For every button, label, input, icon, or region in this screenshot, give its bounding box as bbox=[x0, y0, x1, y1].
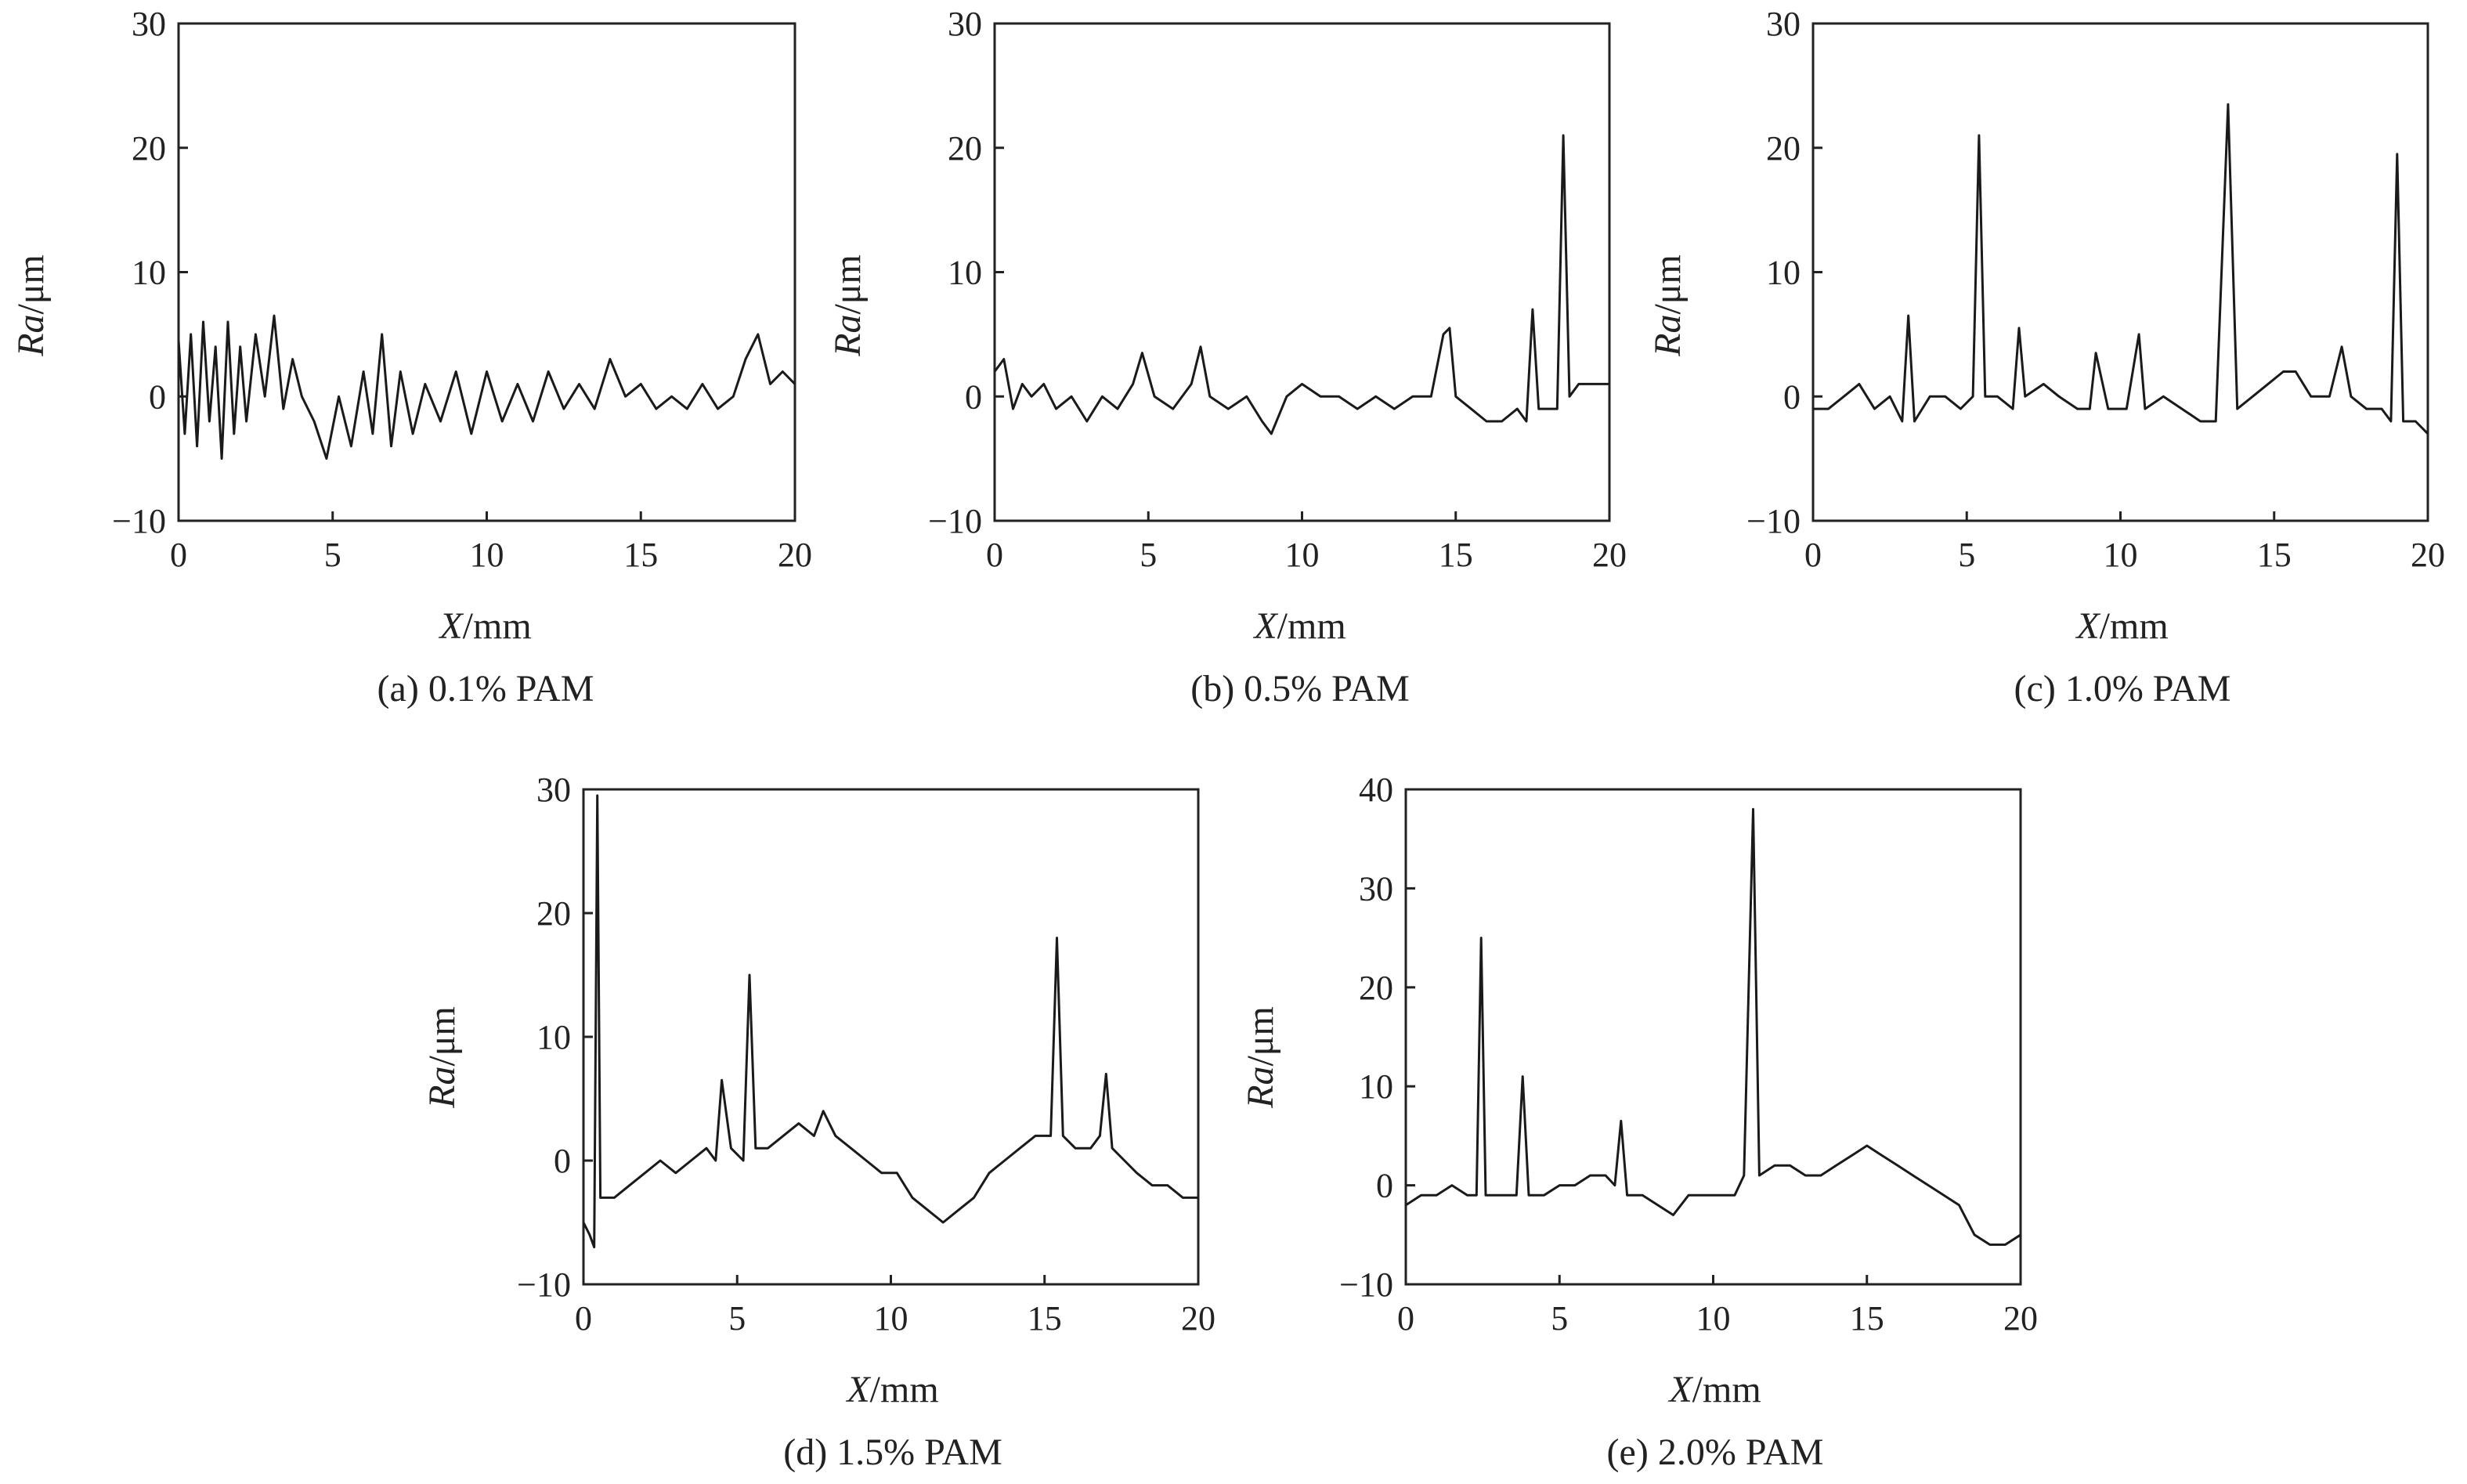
panel-d-ytick-label: 0 bbox=[554, 1142, 571, 1180]
panel-c-ytick-label: −10 bbox=[1746, 502, 1801, 540]
panel-c-xtick-label: 15 bbox=[2257, 536, 2292, 574]
panel-a-ytick-label: 0 bbox=[149, 377, 166, 416]
panel-a-xtick-label: 10 bbox=[470, 536, 504, 574]
panel-d-xlabel: X/mm bbox=[845, 1369, 938, 1410]
panel-b-ylabel: Ra/μm bbox=[827, 255, 869, 357]
panel-b-series-line bbox=[995, 134, 1609, 435]
panel-d-xtick-label: 15 bbox=[1028, 1299, 1062, 1338]
panel-d-ylabel: Ra/μm bbox=[421, 1006, 463, 1109]
panel-b-ytick-label: 30 bbox=[948, 5, 982, 43]
panel-e-ytick-label: 20 bbox=[1359, 969, 1393, 1007]
panel-a-xlabel: X/mm bbox=[438, 605, 531, 647]
panel-b-xtick-label: 15 bbox=[1439, 536, 1473, 574]
panel-e-series-line bbox=[1406, 807, 2021, 1246]
panel-e-ytick-label: 10 bbox=[1359, 1067, 1393, 1106]
panel-a-caption: (a) 0.1% PAM bbox=[377, 668, 594, 710]
panel-a-xtick-label: 15 bbox=[623, 536, 658, 574]
panel-b-ytick-label: 0 bbox=[965, 377, 982, 416]
panel-c-ylabel: Ra/μm bbox=[1647, 255, 1689, 357]
panel-e-ytick-label: 30 bbox=[1359, 869, 1393, 908]
panel-e-frame bbox=[1404, 788, 2022, 1286]
panel-d-ytick-label: 20 bbox=[536, 894, 571, 933]
panel-e-ytick-label: −10 bbox=[1339, 1266, 1393, 1304]
panel-e-ylabel: Ra/μm bbox=[1240, 1006, 1281, 1109]
panel-a-xtick-label: 20 bbox=[778, 536, 812, 574]
panel-b-ytick-label: 20 bbox=[948, 129, 982, 168]
panel-b-xtick-label: 0 bbox=[986, 536, 1003, 574]
panel-c-frame bbox=[1811, 22, 2429, 522]
panel-c-xlabel: X/mm bbox=[2075, 605, 2168, 647]
panel-e-ytick-label: 40 bbox=[1359, 771, 1393, 809]
panel-c-series-line bbox=[1813, 103, 2428, 435]
panel-a-frame bbox=[177, 22, 796, 522]
panel-c-ytick-label: 30 bbox=[1766, 5, 1801, 43]
panel-d-ytick-label: −10 bbox=[517, 1266, 571, 1304]
panel-b-ytick-label: 10 bbox=[948, 254, 982, 292]
panel-e-caption: (e) 2.0% PAM bbox=[1607, 1432, 1824, 1473]
panel-b-xtick-label: 5 bbox=[1140, 536, 1157, 574]
panel-d-xtick-label: 0 bbox=[575, 1299, 592, 1338]
panel-c-xtick-label: 10 bbox=[2104, 536, 2138, 574]
panel-e-ytick-label: 0 bbox=[1376, 1167, 1393, 1205]
panel-c-ytick-label: 20 bbox=[1766, 129, 1801, 168]
panel-b-xtick-label: 20 bbox=[1592, 536, 1627, 574]
panel-e-xtick-label: 10 bbox=[1696, 1299, 1731, 1338]
panel-c-xtick-label: 0 bbox=[1804, 536, 1822, 574]
panel-b-xlabel: X/mm bbox=[1252, 605, 1345, 647]
panel-a-xtick-label: 0 bbox=[170, 536, 187, 574]
panel-b-caption: (b) 0.5% PAM bbox=[1190, 668, 1410, 710]
panel-e-xtick-label: 20 bbox=[2003, 1299, 2038, 1338]
panel-c-caption: (c) 1.0% PAM bbox=[2014, 668, 2231, 710]
panel-a-series-line bbox=[179, 314, 795, 460]
panel-e-xtick-label: 5 bbox=[1551, 1299, 1568, 1338]
panel-b-ytick-label: −10 bbox=[928, 502, 982, 540]
panel-a-ylabel: Ra/μm bbox=[10, 255, 52, 357]
panel-c-xtick-label: 5 bbox=[1958, 536, 1975, 574]
panel-d-ytick-label: 10 bbox=[536, 1018, 571, 1056]
panel-c-xtick-label: 20 bbox=[2411, 536, 2445, 574]
panel-d-xtick-label: 5 bbox=[728, 1299, 746, 1338]
panel-e-xlabel: X/mm bbox=[1667, 1369, 1761, 1410]
panel-d-caption: (d) 1.5% PAM bbox=[783, 1432, 1002, 1473]
panel-d-xtick-label: 20 bbox=[1181, 1299, 1215, 1338]
panel-e-xtick-label: 15 bbox=[1850, 1299, 1884, 1338]
panel-d-series-line bbox=[583, 794, 1198, 1249]
panel-a-xtick-label: 5 bbox=[324, 536, 341, 574]
panel-b-xtick-label: 10 bbox=[1285, 536, 1320, 574]
panel-d-xtick-label: 10 bbox=[874, 1299, 908, 1338]
panel-b-frame bbox=[993, 22, 1611, 522]
panel-d-frame bbox=[582, 788, 1200, 1286]
panel-c-ytick-label: 0 bbox=[1783, 377, 1801, 416]
panel-a-ytick-label: 30 bbox=[132, 5, 166, 43]
panel-e-xtick-label: 0 bbox=[1397, 1299, 1414, 1338]
panel-c-ytick-label: 10 bbox=[1766, 254, 1801, 292]
panel-a-ytick-label: −10 bbox=[112, 502, 166, 540]
panel-d-ytick-label: 30 bbox=[536, 771, 571, 809]
panel-a-ytick-label: 20 bbox=[132, 129, 166, 168]
panel-a-ytick-label: 10 bbox=[132, 254, 166, 292]
